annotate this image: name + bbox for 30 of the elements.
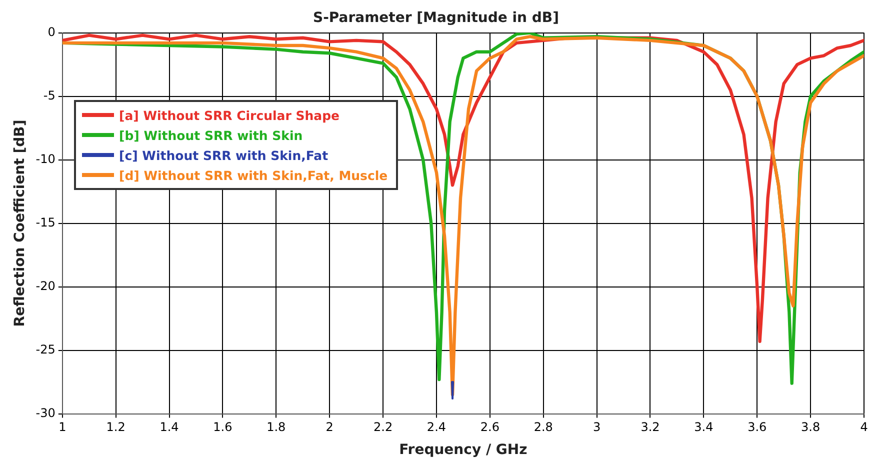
- x-tick-label: 2: [326, 420, 334, 434]
- x-tick-label: 4: [860, 420, 868, 434]
- x-tick-label: 3.6: [748, 420, 767, 434]
- x-tick-label: 2.4: [426, 420, 446, 434]
- y-tick-label: 0: [48, 24, 56, 39]
- x-tick-label: 1: [58, 420, 66, 434]
- x-tick-label: 3: [592, 420, 601, 434]
- y-axis-title: Reflection Coefficient [dB]: [12, 120, 28, 327]
- y-tick-label: -5: [43, 88, 56, 102]
- x-axis-title: Frequency / GHz: [399, 442, 528, 458]
- y-tick-label: -20: [36, 278, 56, 293]
- x-tick-label: 3.4: [694, 420, 714, 434]
- x-tick-label: 1.6: [213, 420, 232, 434]
- y-tick-label: -30: [36, 406, 56, 420]
- x-tick-label: 3.8: [801, 420, 820, 434]
- x-tick-label: 1.8: [266, 420, 286, 434]
- x-tick-label: 1.2: [106, 420, 126, 434]
- x-tick-label: 1.4: [160, 420, 179, 434]
- x-tick-label: 2.2: [373, 420, 393, 434]
- y-tick-label: -10: [36, 152, 56, 166]
- x-tick-label: 2.8: [534, 420, 553, 434]
- legend-label: [d] Without SRR with Skin,Fat, Muscle: [119, 168, 388, 182]
- x-tick-label: 2.6: [480, 420, 500, 434]
- y-tick-label: -25: [36, 342, 56, 356]
- legend-label: [c] Without SRR with Skin,Fat: [119, 148, 328, 162]
- chart-title: S-Parameter [Magnitude in dB]: [313, 10, 559, 26]
- legend-label: [b] Without SRR with Skin: [119, 128, 303, 142]
- legend-label: [a] Without SRR Circular Shape: [119, 108, 340, 122]
- y-tick-label: -15: [36, 215, 56, 230]
- x-tick-label: 3.2: [640, 420, 660, 434]
